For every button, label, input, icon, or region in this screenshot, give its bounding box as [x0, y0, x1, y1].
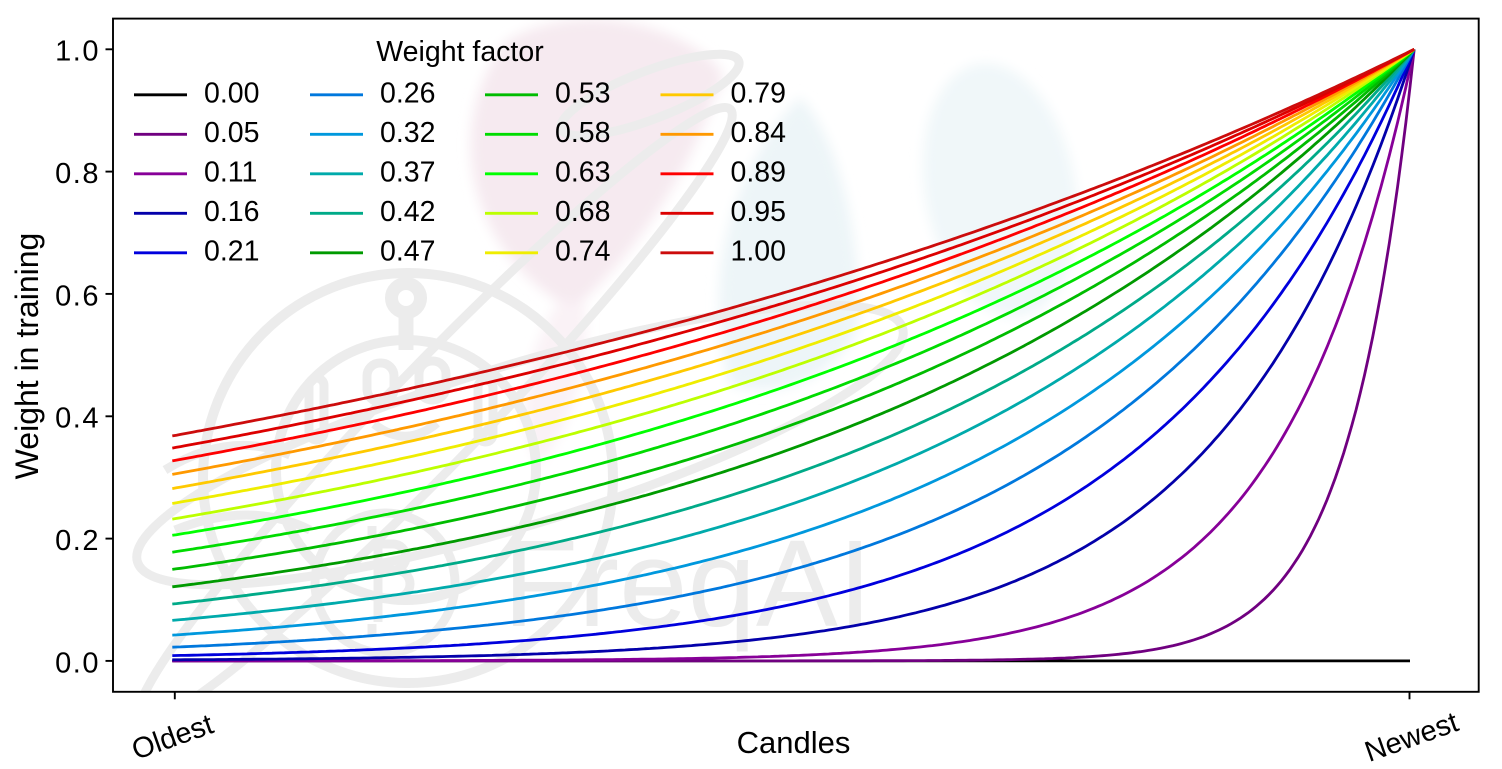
svg-text:0.2: 0.2 — [55, 525, 100, 557]
svg-text:1.0: 1.0 — [55, 36, 100, 68]
svg-text:0.37: 0.37 — [380, 157, 435, 189]
svg-text:0.05: 0.05 — [204, 117, 259, 149]
svg-text:0.53: 0.53 — [555, 78, 610, 110]
svg-text:Weight factor: Weight factor — [376, 36, 544, 68]
svg-text:0.26: 0.26 — [380, 78, 435, 110]
svg-text:0.21: 0.21 — [204, 236, 259, 268]
svg-text:0.00: 0.00 — [204, 78, 259, 110]
svg-text:0.11: 0.11 — [204, 157, 257, 189]
svg-text:0.8: 0.8 — [55, 158, 100, 190]
svg-text:0.42: 0.42 — [380, 196, 435, 228]
svg-text:0.74: 0.74 — [555, 236, 611, 268]
svg-text:1.00: 1.00 — [731, 236, 786, 268]
svg-text:Candles: Candles — [737, 725, 851, 760]
svg-text:0.6: 0.6 — [55, 280, 100, 312]
svg-text:0.47: 0.47 — [380, 236, 435, 268]
svg-text:0.89: 0.89 — [731, 157, 786, 189]
svg-text:0.68: 0.68 — [555, 196, 610, 228]
svg-text:0.79: 0.79 — [731, 78, 786, 110]
svg-text:0.0: 0.0 — [55, 647, 100, 679]
svg-text:0.4: 0.4 — [55, 403, 100, 435]
svg-text:0.16: 0.16 — [204, 196, 259, 228]
svg-text:0.95: 0.95 — [731, 196, 786, 228]
svg-text:0.58: 0.58 — [555, 117, 610, 149]
svg-text:0.63: 0.63 — [555, 157, 610, 189]
svg-text:0.32: 0.32 — [380, 117, 435, 149]
svg-text:FreqAI: FreqAI — [503, 516, 872, 653]
svg-text:Weight in training: Weight in training — [9, 233, 45, 480]
svg-text:0.84: 0.84 — [731, 117, 787, 149]
